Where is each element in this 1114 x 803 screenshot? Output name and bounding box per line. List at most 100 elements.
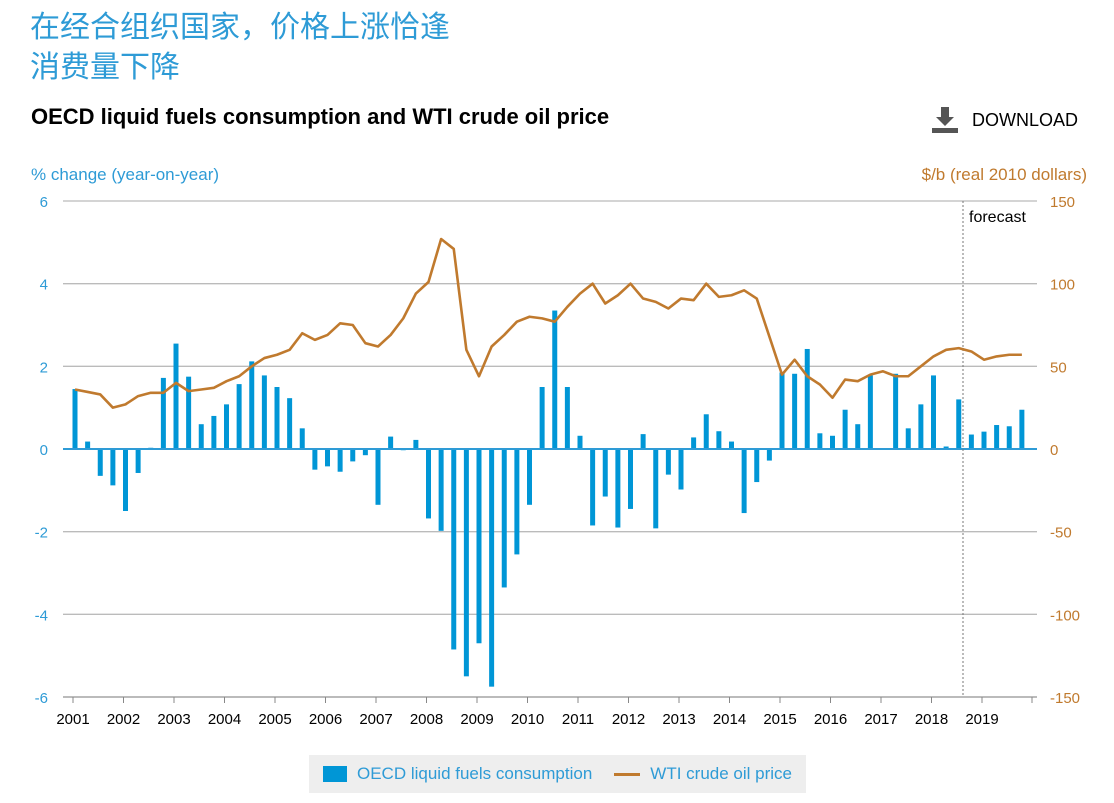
left-tick-label: 0 bbox=[40, 442, 48, 459]
consumption-bar bbox=[653, 449, 659, 529]
consumption-bar bbox=[905, 428, 911, 449]
x-tick-label: 2011 bbox=[562, 711, 594, 728]
consumption-bar bbox=[994, 425, 1000, 449]
consumption-bar bbox=[1019, 409, 1025, 449]
legend-consumption: OECD liquid fuels consumption bbox=[357, 764, 593, 783]
consumption-bar bbox=[110, 449, 116, 486]
left-tick-label: 6 bbox=[40, 194, 48, 211]
consumption-bar bbox=[173, 343, 179, 449]
headline-line-2: 消费量下降 bbox=[30, 50, 180, 85]
consumption-bar bbox=[817, 433, 823, 449]
consumption-bar bbox=[261, 375, 267, 449]
left-tick-label: 2 bbox=[40, 359, 48, 376]
x-tick-label: 2007 bbox=[359, 711, 392, 728]
forecast-label: forecast bbox=[969, 209, 1026, 226]
x-tick-label: 2017 bbox=[864, 711, 897, 728]
consumption-bar bbox=[577, 435, 583, 449]
consumption-bar bbox=[211, 415, 217, 449]
consumption-bar bbox=[981, 431, 987, 449]
download-label: DOWNLOAD bbox=[972, 109, 1079, 130]
right-tick-label: -100 bbox=[1050, 607, 1080, 624]
chart-title: OECD liquid fuels consumption and WTI cr… bbox=[31, 104, 610, 129]
consumption-bar bbox=[413, 439, 419, 449]
consumption-bar bbox=[766, 449, 772, 461]
left-tick-label: -6 bbox=[35, 690, 48, 707]
consumption-bar bbox=[628, 449, 633, 509]
x-tick-label: 2003 bbox=[157, 711, 190, 728]
consumption-bar bbox=[615, 449, 621, 528]
consumption-bar bbox=[85, 441, 91, 449]
consumption-bar bbox=[754, 449, 760, 483]
consumption-bar bbox=[388, 436, 394, 449]
left-tick-label: 4 bbox=[40, 277, 48, 294]
consumption-bar bbox=[463, 449, 469, 677]
headline: 在经合组织国家，价格上涨恰逢 消费量下降 bbox=[30, 8, 450, 88]
x-tick-label: 2014 bbox=[713, 711, 746, 728]
left-tick-label: -4 bbox=[35, 607, 48, 624]
consumption-bar bbox=[224, 404, 229, 449]
left-tick-label: -2 bbox=[35, 525, 48, 542]
consumption-bar bbox=[160, 377, 166, 449]
x-tick-label: 2018 bbox=[915, 711, 948, 728]
right-tick-label: 0 bbox=[1050, 442, 1058, 459]
consumption-bar bbox=[287, 398, 293, 449]
x-tick-label: 2013 bbox=[662, 711, 695, 728]
consumption-bar bbox=[123, 449, 128, 511]
x-tick-label: 2004 bbox=[208, 711, 241, 728]
consumption-bar bbox=[830, 435, 835, 449]
consumption-bar bbox=[198, 424, 204, 449]
consumption-bar bbox=[602, 449, 608, 497]
consumption-bar bbox=[514, 449, 520, 555]
x-tick-label: 2015 bbox=[763, 711, 796, 728]
consumption-bar bbox=[501, 449, 507, 588]
x-tick-label: 2001 bbox=[56, 711, 89, 728]
consumption-bar bbox=[1006, 426, 1012, 449]
x-tick-label: 2005 bbox=[258, 711, 291, 728]
x-tick-label: 2012 bbox=[612, 711, 645, 728]
consumption-bar bbox=[918, 404, 924, 449]
right-tick-label: -150 bbox=[1050, 690, 1080, 707]
consumption-bar bbox=[716, 431, 722, 449]
consumption-bar bbox=[665, 449, 671, 475]
consumption-bar bbox=[97, 449, 103, 476]
x-tick-label: 2010 bbox=[511, 711, 544, 728]
x-tick-label: 2016 bbox=[814, 711, 847, 728]
consumption-bar bbox=[527, 449, 532, 505]
download-button[interactable]: DOWNLOAD bbox=[932, 107, 1078, 133]
x-tick-label: 2019 bbox=[965, 711, 998, 728]
consumption-bar bbox=[312, 449, 318, 470]
consumption-bar bbox=[729, 441, 734, 449]
consumption-bar bbox=[249, 361, 255, 449]
consumption-bar bbox=[426, 449, 431, 519]
consumption-bar bbox=[842, 409, 848, 449]
consumption-bar bbox=[451, 449, 457, 650]
consumption-bar bbox=[590, 449, 596, 526]
legend: OECD liquid fuels consumption WTI crude … bbox=[309, 755, 806, 793]
consumption-bar bbox=[678, 449, 684, 490]
consumption-bar bbox=[855, 424, 861, 449]
right-tick-label: -50 bbox=[1050, 525, 1072, 542]
right-axis-label: $/b (real 2010 dollars) bbox=[921, 165, 1087, 184]
consumption-bar bbox=[438, 449, 444, 531]
consumption-bar bbox=[299, 428, 305, 449]
x-tick-label: 2008 bbox=[410, 711, 443, 728]
consumption-bar bbox=[350, 449, 356, 462]
consumption-bar bbox=[186, 376, 192, 449]
consumption-bar bbox=[539, 387, 545, 449]
consumption-bar bbox=[274, 387, 280, 449]
consumption-bar bbox=[943, 446, 949, 449]
consumption-bar bbox=[741, 449, 747, 514]
legend-line-swatch bbox=[614, 772, 641, 776]
right-tick-label: 150 bbox=[1050, 194, 1075, 211]
consumption-bar bbox=[956, 399, 962, 449]
consumption-bar bbox=[867, 375, 873, 449]
consumption-bar bbox=[375, 449, 381, 505]
right-tick-label: 100 bbox=[1050, 277, 1075, 294]
consumption-bar bbox=[640, 434, 646, 449]
consumption-bar bbox=[489, 449, 495, 687]
right-tick-label: 50 bbox=[1050, 359, 1067, 376]
consumption-bar bbox=[552, 310, 558, 449]
wti-price-line bbox=[74, 237, 1022, 409]
x-tick-label: 2002 bbox=[107, 711, 140, 728]
